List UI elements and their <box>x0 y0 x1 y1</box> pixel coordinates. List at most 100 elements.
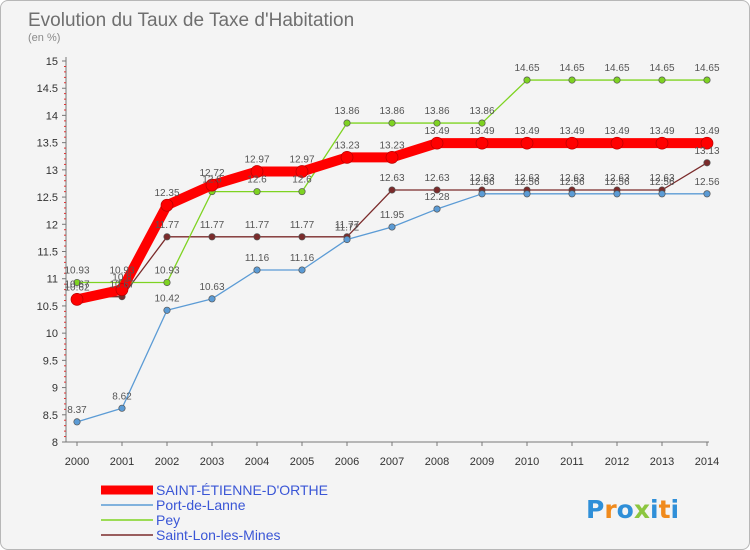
x-tick-label: 2014 <box>695 456 719 468</box>
data-point <box>253 188 261 196</box>
x-tick-label: 2001 <box>110 456 134 468</box>
data-point <box>703 76 711 84</box>
x-tick-label: 2003 <box>200 456 224 468</box>
data-label: 11.77 <box>245 220 270 231</box>
data-point <box>613 190 621 198</box>
data-point <box>208 295 216 303</box>
data-label: 11.77 <box>335 220 360 231</box>
data-point <box>163 233 171 241</box>
data-label: 14.65 <box>649 63 674 74</box>
legend-entry: SAINT-ÉTIENNE-D'ORTHE <box>156 482 328 498</box>
y-tick-label: 8.5 <box>43 410 58 422</box>
data-point <box>73 278 81 287</box>
data-point <box>253 233 261 241</box>
data-label: 10.42 <box>154 293 179 304</box>
data-point <box>655 136 669 150</box>
data-label: 11.77 <box>290 220 315 231</box>
data-point <box>475 136 489 150</box>
data-point <box>658 76 666 84</box>
data-point <box>298 266 306 274</box>
data-point <box>163 306 171 314</box>
data-label: 11.16 <box>245 253 270 264</box>
x-tick-label: 2006 <box>335 456 359 468</box>
data-label: 12.63 <box>469 173 494 184</box>
data-point <box>430 136 444 150</box>
data-label: 12.63 <box>514 173 539 184</box>
data-label: 14.65 <box>694 63 719 74</box>
x-tick-label: 2000 <box>65 456 89 468</box>
y-tick-label: 10 <box>46 328 58 340</box>
data-point <box>160 198 174 212</box>
brand-logo: Proxiti <box>586 495 679 524</box>
data-label: 11.77 <box>155 220 180 231</box>
svg-text:Proxiti: Proxiti <box>586 495 679 524</box>
data-label: 12.56 <box>604 177 629 188</box>
x-tick-label: 2004 <box>245 456 269 468</box>
data-label: 8.62 <box>112 391 132 402</box>
data-point <box>568 190 576 198</box>
data-label: 13.49 <box>649 126 674 137</box>
data-label: 10.67 <box>64 280 89 291</box>
data-label: 13.49 <box>559 126 584 137</box>
data-point <box>523 76 531 84</box>
data-label: 12.97 <box>244 154 269 165</box>
data-label: 13.86 <box>334 106 359 117</box>
data-point <box>253 266 261 274</box>
data-label: 14.65 <box>559 63 584 74</box>
data-label: 13.49 <box>424 126 449 137</box>
y-tick-label: 12.5 <box>37 192 58 204</box>
data-label: 13.13 <box>694 146 719 157</box>
x-tick-label: 2005 <box>290 456 314 468</box>
data-point <box>610 136 624 150</box>
data-label: 10.93 <box>109 266 134 277</box>
data-label: 12.6 <box>202 175 222 186</box>
data-label: 12.56 <box>469 177 494 188</box>
data-point <box>523 190 531 198</box>
data-point <box>388 223 396 231</box>
y-tick-label: 9.5 <box>43 355 58 367</box>
data-label: 13.86 <box>424 106 449 117</box>
data-label: 12.35 <box>154 188 179 199</box>
data-label: 10.67 <box>109 280 134 291</box>
data-point <box>118 404 126 412</box>
data-point <box>613 76 621 84</box>
data-label: 12.28 <box>424 192 449 203</box>
data-point <box>298 188 306 196</box>
data-label: 12.56 <box>514 177 539 188</box>
data-label: 12.63 <box>379 173 404 184</box>
data-point <box>703 159 711 167</box>
x-tick-label: 2007 <box>380 456 404 468</box>
data-point <box>388 186 396 194</box>
legend: SAINT-ÉTIENNE-D'ORTHEPort-de-LannePeySai… <box>101 482 328 543</box>
data-point <box>520 136 534 150</box>
data-label: 12.6 <box>292 175 312 186</box>
data-point <box>205 178 219 192</box>
x-tick-label: 2002 <box>155 456 179 468</box>
legend-entry: Port-de-Lanne <box>156 497 246 513</box>
data-label: 13.86 <box>379 106 404 117</box>
x-tick-label: 2008 <box>425 456 449 468</box>
y-tick-label: 10.5 <box>37 301 58 313</box>
chart-title: Evolution du Taux de Taxe d'Habitation <box>28 10 354 31</box>
data-point <box>73 418 81 426</box>
data-label: 10.8 <box>112 273 132 284</box>
data-point <box>658 190 666 198</box>
data-point <box>388 119 396 127</box>
y-tick-label: 11.5 <box>37 247 58 259</box>
data-label: 12.63 <box>649 173 674 184</box>
data-label: 13.86 <box>469 106 494 117</box>
y-tick-label: 8 <box>52 437 58 449</box>
data-label: 13.23 <box>334 140 359 151</box>
data-label: 11.95 <box>380 210 405 221</box>
data-label: 10.62 <box>64 282 89 293</box>
series-layer <box>70 76 714 426</box>
y-tick-label: 12 <box>46 219 58 231</box>
y-tick-label: 14 <box>46 110 58 122</box>
data-point <box>343 235 351 244</box>
data-label: 12.56 <box>559 177 584 188</box>
data-label: 14.65 <box>514 63 539 74</box>
data-label: 13.49 <box>514 126 539 137</box>
data-label: 12.72 <box>199 168 224 179</box>
